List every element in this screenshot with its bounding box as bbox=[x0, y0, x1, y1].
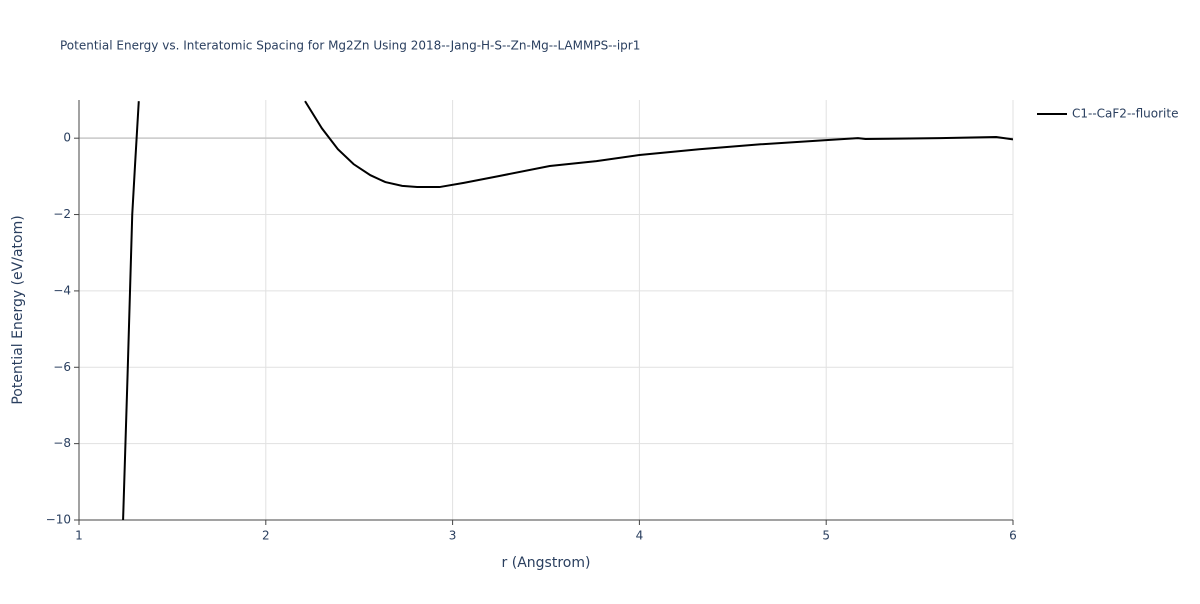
x-tick-label: 4 bbox=[636, 529, 644, 543]
y-tick-label: −8 bbox=[53, 436, 71, 450]
y-tick-label: −6 bbox=[53, 360, 71, 374]
y-tick-label: −4 bbox=[53, 283, 71, 297]
x-tick-label: 3 bbox=[449, 529, 457, 543]
x-tick-label: 5 bbox=[822, 529, 830, 543]
y-tick-label: 0 bbox=[63, 131, 71, 145]
y-axis-label: Potential Energy (eV/atom) bbox=[10, 215, 26, 404]
x-tick-label: 2 bbox=[262, 529, 270, 543]
y-tick-label: −10 bbox=[46, 513, 71, 527]
series-line bbox=[122, 100, 1013, 520]
legend-label: C1--CaF2--fluorite bbox=[1072, 107, 1178, 121]
chart-title: Potential Energy vs. Interatomic Spacing… bbox=[60, 39, 640, 53]
x-tick-label: 1 bbox=[75, 529, 83, 543]
y-tick-label: −2 bbox=[53, 207, 71, 221]
x-axis-label: r (Angstrom) bbox=[502, 555, 591, 571]
x-tick-label: 6 bbox=[1009, 529, 1017, 543]
plot-area bbox=[122, 100, 1013, 520]
